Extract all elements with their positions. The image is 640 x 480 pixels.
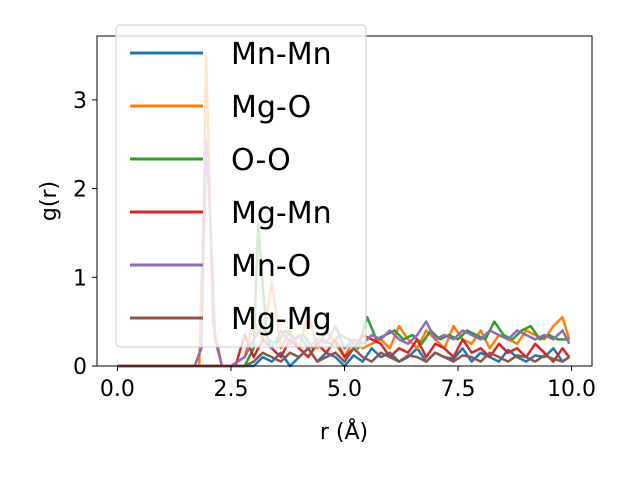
- legend-label: Mg-Mg: [231, 302, 332, 337]
- legend-box: [115, 24, 367, 348]
- x-axis-label: r (Å): [320, 418, 368, 445]
- x-tick-label: 10.0: [547, 377, 596, 402]
- y-tick-label: 2: [73, 178, 87, 203]
- legend-label: Mn-O: [231, 249, 311, 284]
- legend-label: Mg-Mn: [231, 196, 332, 231]
- series-line-mg-mg: [117, 347, 570, 368]
- x-tick-label: 0.0: [100, 377, 135, 402]
- series-line-mg-mn: [117, 333, 571, 368]
- x-tick-label: 2.5: [213, 377, 248, 402]
- series-line-mn-o: [117, 138, 571, 368]
- legend: Mn-Mn Mg-O O-O Mg-Mn Mn-O Mg-Mg: [115, 24, 367, 348]
- y-tick-label: 0: [73, 355, 87, 380]
- legend-label: O-O: [231, 143, 291, 178]
- x-tick-label: 5.0: [327, 377, 362, 402]
- y-axis-label: g(r): [37, 181, 62, 221]
- x-axis: 0.0 2.5 5.0 7.5 10.0: [100, 366, 596, 402]
- series-line-mn-mn: [117, 347, 570, 368]
- y-tick-label: 1: [73, 266, 87, 291]
- x-tick-label: 7.5: [441, 377, 476, 402]
- legend-label: Mg-O: [231, 90, 311, 125]
- y-axis: 0 1 2 3: [73, 89, 97, 380]
- legend-label: Mn-Mn: [231, 37, 332, 72]
- y-tick-label: 3: [73, 89, 87, 114]
